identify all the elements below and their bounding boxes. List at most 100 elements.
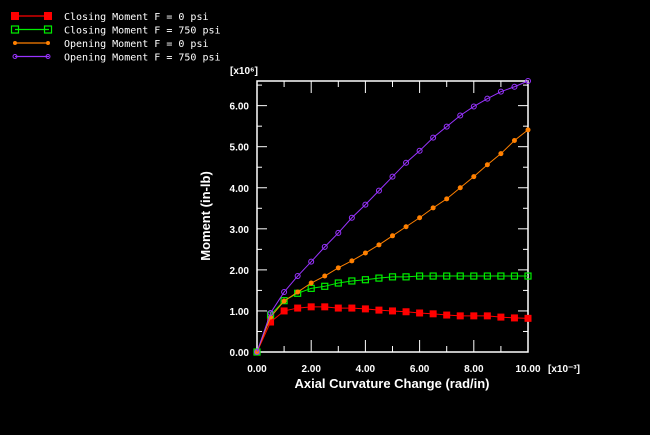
data-point (375, 274, 383, 282)
series-line (256, 80, 529, 353)
data-point (416, 147, 423, 154)
data-point (430, 205, 436, 211)
series-3 (254, 127, 531, 355)
data-point (280, 297, 288, 305)
data-point (388, 273, 397, 281)
data-point (429, 310, 437, 318)
y-axis-label: Moment (in-lb) (198, 171, 213, 261)
data-point (525, 127, 531, 133)
series-1 (253, 303, 532, 356)
data-point (348, 214, 355, 221)
legend-marker (46, 41, 50, 45)
x-multiplier: [x10⁻³] (548, 364, 580, 375)
legend-label: Closing Moment F = 0 psi (64, 12, 209, 23)
x-tick-label: 10.00 (515, 364, 540, 375)
x-tick-label: 0.00 (247, 364, 267, 375)
data-point (524, 314, 532, 322)
legend-entry: Opening Moment F = 750 psi (12, 53, 221, 64)
data-point (322, 273, 328, 279)
data-point (471, 174, 477, 180)
data-point (362, 250, 368, 256)
data-point (524, 272, 532, 280)
data-point (417, 215, 423, 221)
data-point (295, 289, 301, 295)
data-point (429, 272, 437, 280)
data-point (389, 173, 396, 180)
legend-marker (11, 12, 19, 20)
data-point (497, 313, 505, 321)
legend-label: Opening Moment F = 0 psi (64, 39, 209, 50)
data-point (267, 309, 274, 316)
x-tick-label: 2.00 (301, 364, 321, 375)
data-point (334, 304, 342, 312)
data-point (390, 233, 395, 239)
legend-label: Opening Moment F = 750 psi (64, 53, 221, 64)
data-point (497, 88, 504, 95)
x-tick-label: 8.00 (464, 364, 484, 375)
data-point (402, 273, 410, 281)
x-tick-label: 4.00 (356, 364, 376, 375)
data-point (308, 280, 314, 286)
data-point (281, 298, 287, 304)
data-point (280, 307, 288, 315)
data-point (294, 304, 302, 312)
y-tick-label: 2.00 (230, 266, 250, 277)
data-point (321, 243, 328, 250)
series-group (253, 78, 532, 356)
data-point (321, 282, 329, 290)
data-point (510, 314, 518, 322)
data-point (362, 201, 369, 208)
data-point (497, 272, 505, 280)
data-point (444, 196, 450, 202)
data-point (281, 289, 288, 296)
data-point (375, 187, 382, 194)
axis-ticks: 0.00 2.00 4.00 6.00 8.00 10.00 0.00 1.00 2.00 3.0… (230, 81, 541, 375)
data-point (457, 112, 464, 119)
data-point (307, 303, 315, 311)
data-point (483, 312, 491, 320)
y-tick-label: 3.00 (230, 225, 250, 236)
data-point (361, 305, 369, 313)
series-4 (254, 78, 531, 355)
data-point (254, 349, 260, 355)
y-multiplier: [x10⁶] (230, 66, 258, 77)
data-point (498, 151, 504, 157)
legend-entry: Closing Moment F = 750 psi (10, 25, 221, 37)
data-point (267, 318, 275, 326)
data-point (334, 279, 342, 287)
data-point (375, 306, 383, 314)
data-point (294, 273, 301, 280)
data-point (443, 311, 451, 319)
data-point (443, 272, 451, 280)
y-tick-label: 5.00 (230, 143, 250, 154)
data-point (457, 185, 463, 191)
data-point (470, 312, 478, 320)
data-point (308, 258, 315, 265)
data-point (402, 308, 410, 316)
data-point (335, 265, 341, 271)
legend-marker (10, 25, 20, 34)
series-2 (253, 272, 532, 356)
data-point (470, 103, 477, 110)
y-tick-label: 4.00 (230, 184, 250, 195)
data-point (349, 258, 355, 264)
y-tick-label: 6.00 (230, 102, 250, 113)
legend-marker (12, 54, 18, 59)
data-point (361, 276, 369, 284)
data-point (470, 272, 478, 280)
data-point (348, 304, 356, 312)
y-tick-label: 0.00 (230, 348, 250, 359)
data-point (376, 242, 382, 248)
data-point (389, 307, 396, 315)
data-point (525, 78, 531, 84)
data-point (510, 272, 519, 280)
legend-marker (44, 12, 52, 20)
data-point (456, 312, 464, 320)
legend-entry: Closing Moment F = 0 psi (11, 12, 209, 23)
x-axis-label: Axial Curvature Change (rad/in) (294, 376, 489, 391)
data-point (348, 277, 356, 285)
legend-entry: Opening Moment F = 0 psi (13, 39, 209, 50)
legend-marker (13, 41, 17, 45)
data-point (403, 159, 410, 166)
